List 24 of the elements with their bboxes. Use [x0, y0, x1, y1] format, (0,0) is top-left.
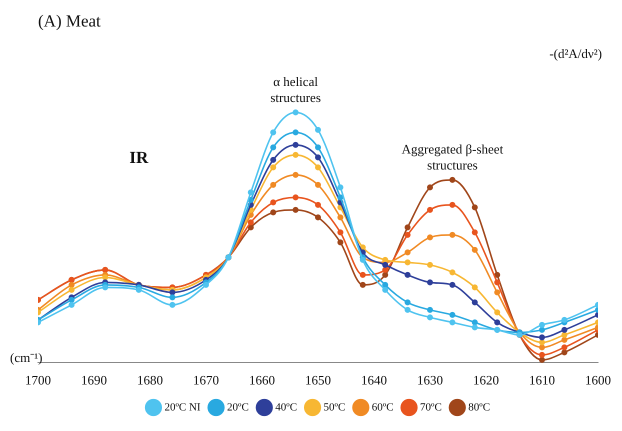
x-tick-label: 1640 [361, 372, 387, 388]
x-axis-title: (cm⁻¹) [10, 350, 42, 365]
x-tick-label: 1610 [529, 372, 555, 388]
x-tick-label: 1650 [305, 372, 331, 388]
legend-label: 80ºC [468, 401, 490, 414]
x-tick-label: 1690 [81, 372, 107, 388]
annotation: IR [129, 148, 149, 167]
x-tick-label: 1620 [473, 372, 499, 388]
legend-label: 50ºC [324, 401, 346, 414]
legend-label: 20ºC NI [164, 401, 201, 414]
chart-title: (A) Meat [38, 12, 102, 31]
annotation: Aggregated β-sheet structures [402, 141, 504, 172]
x-tick-label: 1660 [249, 372, 275, 388]
legend-label: 70ºC [420, 401, 442, 414]
legend-label: 20ºC [227, 401, 249, 414]
x-tick-label: 1630 [417, 372, 443, 388]
x-tick-label: 1670 [193, 372, 219, 388]
x-tick-label: 1680 [137, 372, 163, 388]
x-tick-label: 1700 [25, 372, 51, 388]
legend-label: 40ºC [275, 401, 298, 414]
y-axis-title: -(d²A/dν²) [549, 46, 602, 61]
x-tick-label: 1600 [585, 372, 611, 388]
legend-label: 60ºC [372, 401, 394, 414]
annotation: α helical structures [270, 74, 321, 105]
